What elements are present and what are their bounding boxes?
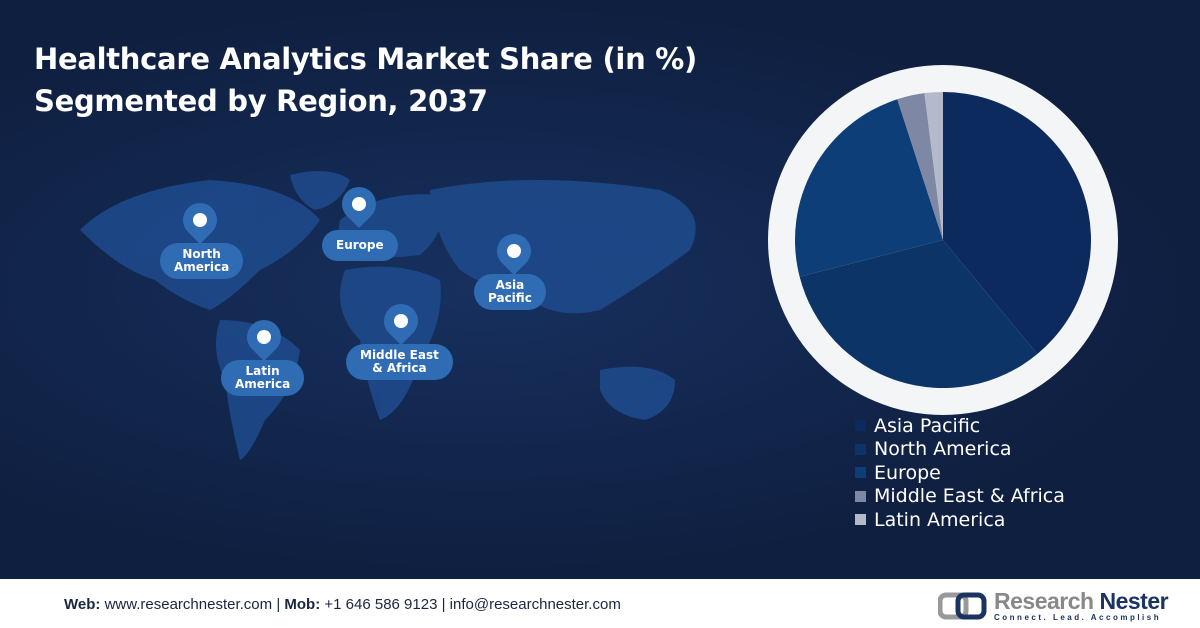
europe-label: Europe xyxy=(322,230,398,261)
legend-label: Middle East & Africa xyxy=(874,485,1065,508)
email-link[interactable]: info@researchnester.com xyxy=(449,596,621,613)
legend-label: Europe xyxy=(874,461,941,484)
infographic-panel: Healthcare Analytics Market Share (in %)… xyxy=(0,0,1200,576)
chart-title: Healthcare Analytics Market Share (in %)… xyxy=(34,38,697,122)
legend-item: Europe xyxy=(855,461,1065,485)
asia-pacific-label: Asia Pacific xyxy=(474,274,546,310)
legend-swatch xyxy=(855,514,866,526)
legend-swatch xyxy=(855,420,866,432)
pie-slice-europe xyxy=(795,99,943,277)
legend-item: Middle East & Africa xyxy=(855,485,1065,509)
legend-label: North America xyxy=(874,438,1012,461)
research-nester-logo: Research Nester Connect. Lead. Accomplis… xyxy=(938,589,1169,622)
legend: Asia Pacific North America Europe Middle Ea… xyxy=(855,414,1065,532)
legend-item: Asia Pacific xyxy=(855,414,1065,438)
contact-info: Web: www.researchnester.com | Mob: +1 64… xyxy=(64,596,621,613)
legend-item: Latin America xyxy=(855,508,1065,532)
pie-slice-asia-pacific xyxy=(943,92,1091,355)
pie-slice-middle-east-africa xyxy=(897,93,943,240)
legend-swatch xyxy=(855,443,866,455)
legend-label: Latin America xyxy=(874,508,1006,531)
title-line-1: Healthcare Analytics Market Share (in %) xyxy=(34,42,697,76)
latin-america-label: Latin America xyxy=(221,360,305,396)
footer: Web: www.researchnester.com | Mob: +1 64… xyxy=(0,576,1200,628)
phone: +1 646 586 9123 xyxy=(324,596,438,613)
web-link[interactable]: www.researchnester.com xyxy=(104,596,273,613)
legend-label: Asia Pacific xyxy=(874,414,981,437)
africa-shape xyxy=(340,266,441,420)
logo-icon xyxy=(938,592,987,619)
legend-swatch xyxy=(855,490,866,502)
pie-slice-north-america xyxy=(799,240,1038,388)
pie-chart xyxy=(768,65,1118,415)
australia-shape xyxy=(600,366,675,420)
mea-label: Middle East & Africa xyxy=(346,344,453,380)
legend-item: North America xyxy=(855,438,1065,462)
asia-shape xyxy=(430,180,696,314)
legend-swatch xyxy=(855,467,866,479)
greenland-shape xyxy=(290,171,350,210)
title-line-2: Segmented by Region, 2037 xyxy=(34,84,488,118)
north-america-label: North America xyxy=(160,243,244,279)
pie-slice-latin-america xyxy=(924,92,943,240)
